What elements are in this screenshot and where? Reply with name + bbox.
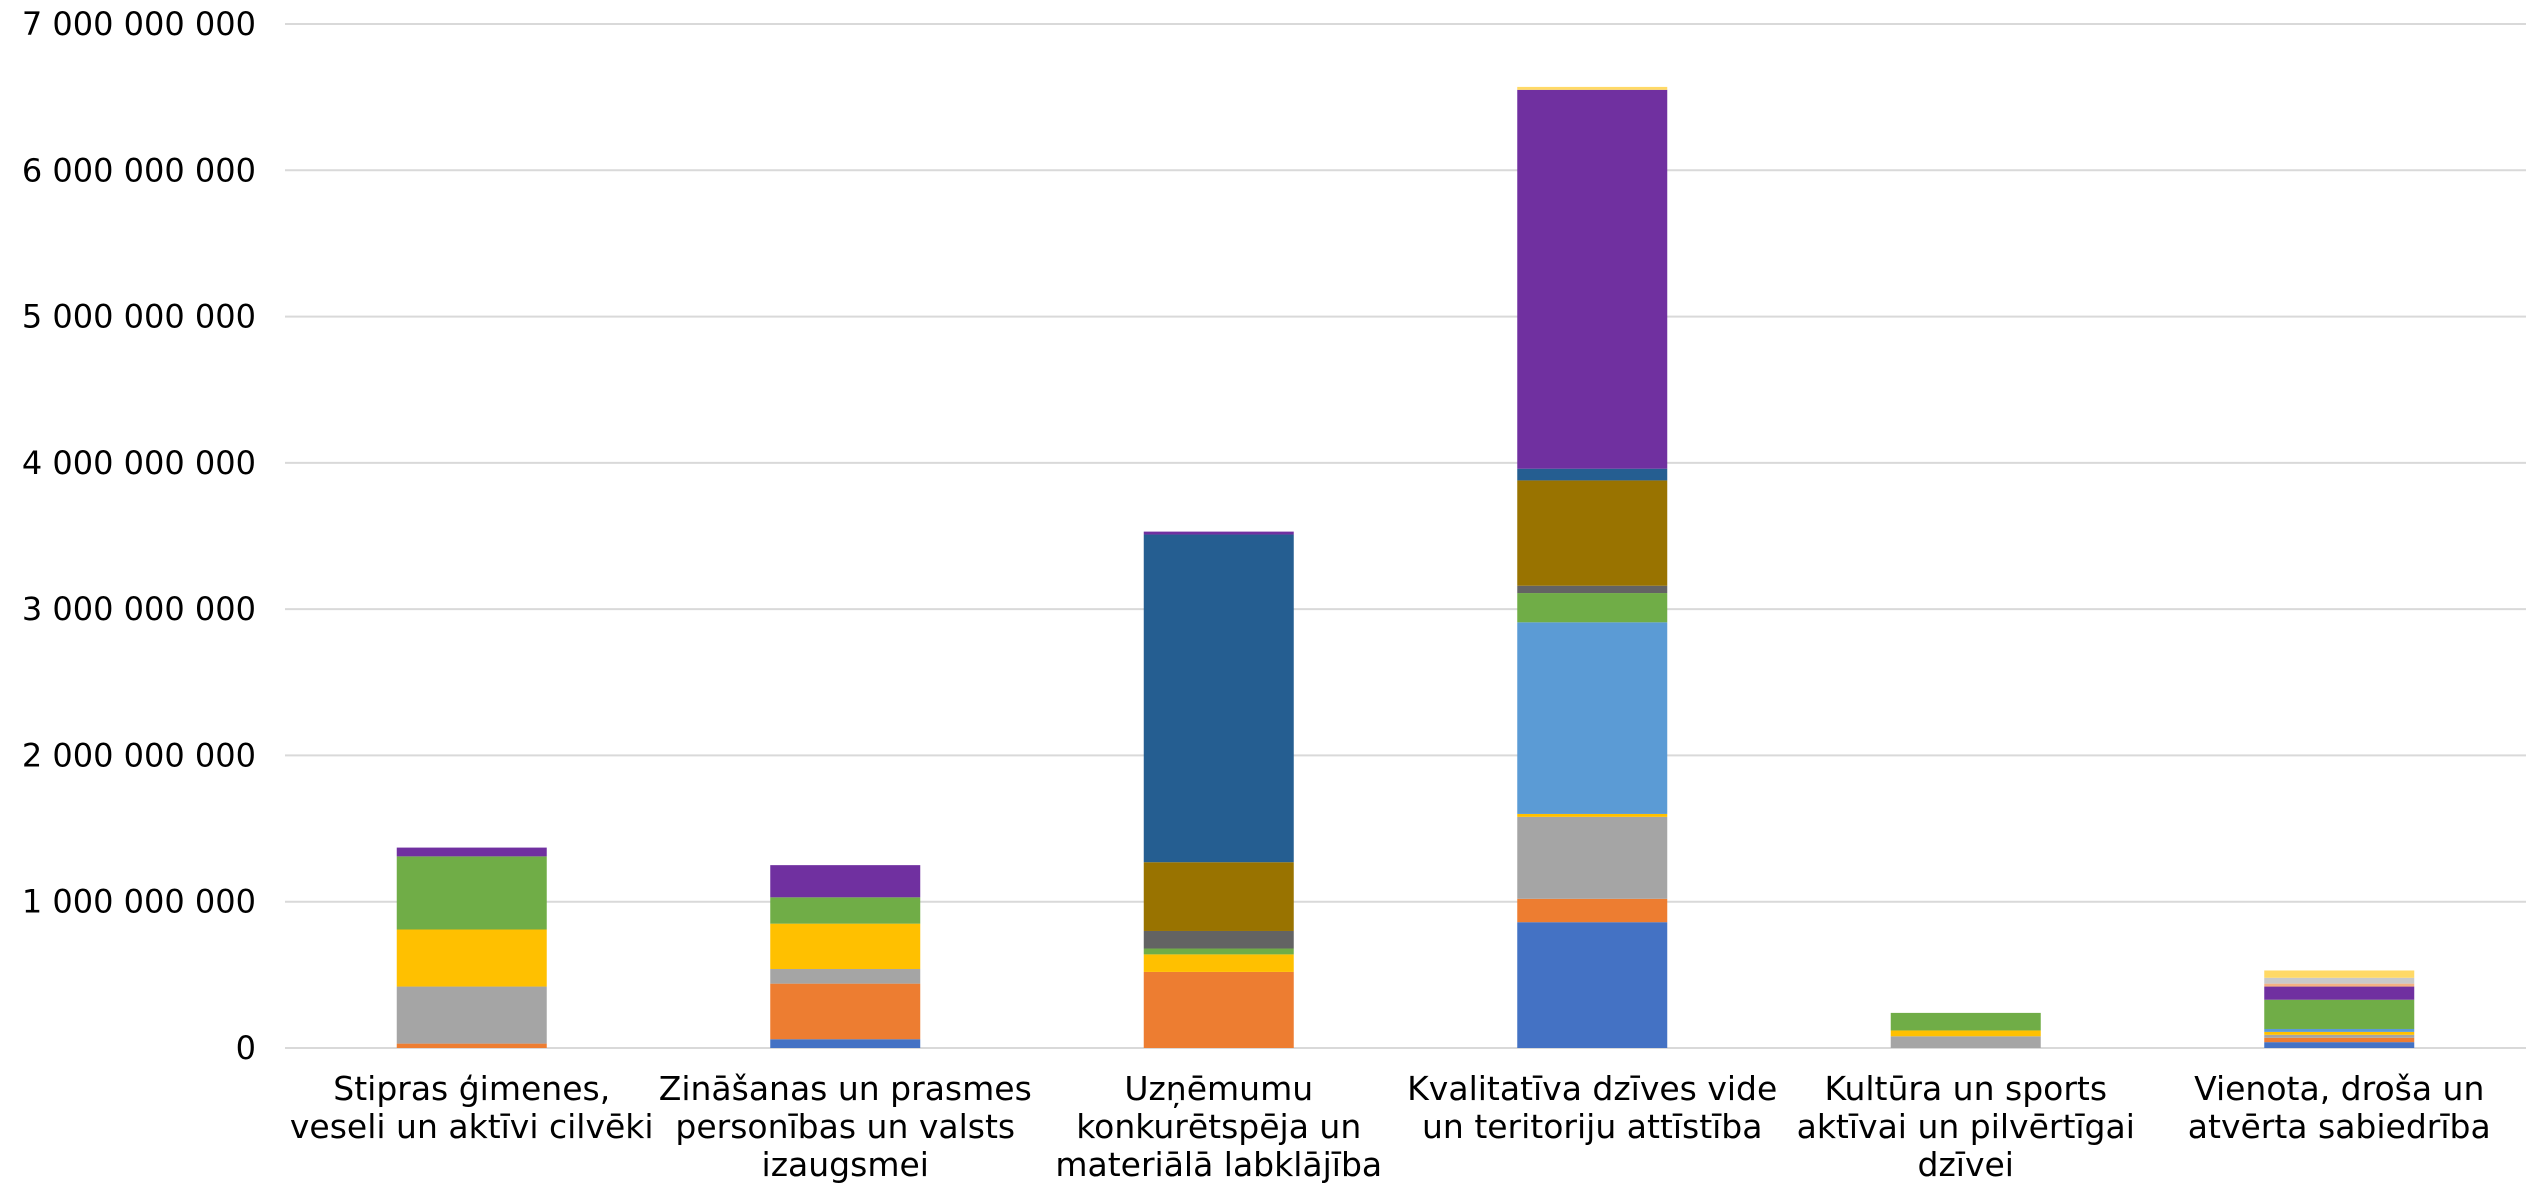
bar-segment (770, 865, 921, 898)
bar-segment (1517, 86, 1668, 90)
bar-segment (770, 897, 921, 924)
bar-segment (1517, 480, 1668, 586)
y-tick-label: 2 000 000 000 (22, 736, 256, 774)
gridlines (285, 23, 2526, 1049)
y-tick-label: 0 (236, 1029, 256, 1067)
x-category-label-line: Kultūra un sports (1824, 1069, 2107, 1108)
bar-segment (1517, 922, 1668, 1048)
x-category-label: Uzņēmumu konkurētspēja un materiālā labklā… (1055, 1069, 1382, 1184)
x-category-label-line: personības un valsts (675, 1107, 1015, 1146)
bar-segment (1517, 816, 1668, 899)
x-category-label: Zināšanas un prasmes personības un valsts… (659, 1069, 1032, 1184)
bar-segment (396, 1043, 547, 1048)
x-category-label: Vienota, droša un atvērta sabiedrība (2188, 1069, 2491, 1146)
bars (396, 86, 2415, 1048)
x-category-label: Stipras ģimenes, veseli un aktīvi cilvēki (290, 1069, 654, 1146)
bar-segment (770, 983, 921, 1040)
x-category-label-line: aktīvai un pilvērtīgai (1797, 1107, 2135, 1146)
bar-segment (1143, 534, 1294, 863)
bar-segment (1143, 930, 1294, 949)
y-tick-label: 4 000 000 000 (22, 444, 256, 482)
bar-segment (1517, 89, 1668, 469)
x-category-label-line: konkurētspēja un (1076, 1107, 1361, 1146)
y-axis-tick-labels: 0 1 000 000 000 2 000 000 000 3 000 000 000… (22, 5, 256, 1067)
bar-segment (1143, 954, 1294, 972)
x-category-label-line: Stipras ģimenes, (333, 1069, 610, 1108)
bar-segment (2264, 977, 2415, 984)
bar-segment (2264, 970, 2415, 978)
bar-segment (1890, 1036, 2041, 1048)
x-category-label-line: atvērta sabiedrība (2188, 1107, 2491, 1146)
x-category-label-line: Vienota, droša un (2194, 1069, 2484, 1108)
bar-segment (1517, 898, 1668, 923)
bar-segment (2264, 1042, 2415, 1048)
y-tick-label: 5 000 000 000 (22, 298, 256, 336)
x-category-label: Kultūra un sports aktīvai un pilvērtīgai d… (1797, 1069, 2135, 1184)
bar-segment (2264, 1028, 2415, 1032)
bar-segment (770, 923, 921, 970)
bar-segment (2264, 983, 2415, 987)
bar-segment (1517, 468, 1668, 481)
x-category-label-line: dzīvei (1918, 1145, 2014, 1184)
bar-segment (770, 969, 921, 984)
x-category-label: Kvalitatīva dzīves vide un teritoriju att… (1407, 1069, 1777, 1146)
bar-segment (1890, 1030, 2041, 1037)
bar-segment (2264, 1031, 2415, 1035)
bar-segment (1517, 622, 1668, 814)
y-tick-label: 6 000 000 000 (22, 151, 256, 189)
bar-segment (396, 856, 547, 930)
x-axis-category-labels: Stipras ģimenes, veseli un aktīvi cilvēki… (290, 1069, 2491, 1184)
bar-segment (2264, 986, 2415, 1000)
x-category-label-line: Uzņēmumu (1124, 1069, 1313, 1108)
x-category-label-line: izaugsmei (762, 1145, 929, 1184)
bar-segment (1517, 813, 1668, 817)
x-category-label-line: Kvalitatīva dzīves vide (1407, 1069, 1777, 1108)
bar-segment (396, 986, 547, 1044)
bar-segment (1143, 948, 1294, 955)
bar-segment (396, 929, 547, 987)
bar-segment (1890, 1012, 2041, 1031)
bar-segment (770, 1039, 921, 1048)
y-tick-label: 7 000 000 000 (22, 5, 256, 43)
x-category-label-line: materiālā labklājība (1055, 1145, 1382, 1184)
bar-segment (2264, 999, 2415, 1029)
y-tick-label: 1 000 000 000 (22, 883, 256, 921)
bar-segment (1143, 971, 1294, 1048)
bar-segment (1143, 531, 1294, 535)
bar-segment (396, 847, 547, 857)
bar-segment (1517, 585, 1668, 594)
bar-segment (1517, 593, 1668, 623)
bar-segment (2264, 1037, 2415, 1043)
x-category-label-line: veseli un aktīvi cilvēki (290, 1107, 654, 1146)
y-tick-label: 3 000 000 000 (22, 590, 256, 628)
x-category-label-line: Zināšanas un prasmes (659, 1069, 1032, 1108)
bar-segment (2264, 1034, 2415, 1038)
x-category-label-line: un teritoriju attīstība (1422, 1107, 1762, 1146)
bar-segment (1143, 862, 1294, 931)
